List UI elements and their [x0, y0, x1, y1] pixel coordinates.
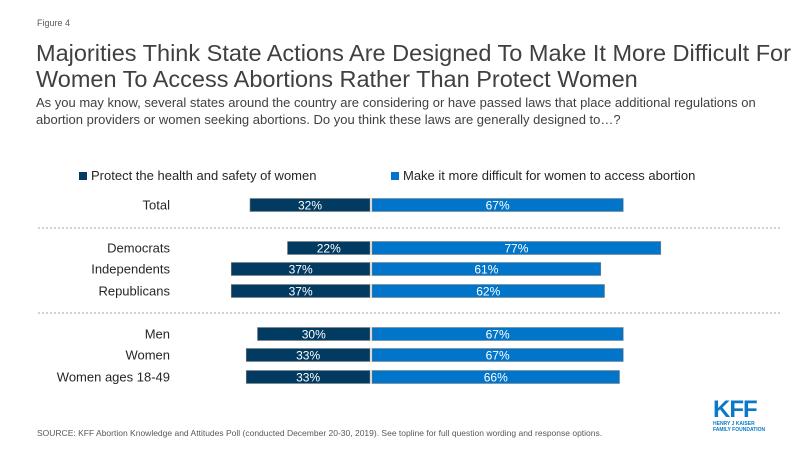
- data-label: 30%: [302, 328, 326, 342]
- data-label: 37%: [289, 285, 313, 299]
- bar-protect: [245, 370, 371, 384]
- data-label: 66%: [484, 371, 508, 385]
- bar-protect: [230, 262, 371, 276]
- bar-difficult: [371, 198, 624, 212]
- category-label: Women: [125, 348, 170, 363]
- legend-item-difficult: Make it more difficult for women to acce…: [391, 168, 695, 183]
- bar-difficult: [371, 327, 624, 341]
- legend-item-protect: Protect the health and safety of women: [79, 168, 316, 183]
- bar-protect: [249, 198, 371, 212]
- bar-protect: [230, 284, 371, 298]
- legend-swatch-difficult: [391, 171, 399, 180]
- data-label: 33%: [296, 371, 320, 385]
- bar-protect: [287, 241, 371, 255]
- legend-swatch-protect: [79, 171, 87, 180]
- legend-label-difficult: Make it more difficult for women to acce…: [403, 168, 696, 183]
- category-label: Men: [145, 327, 170, 342]
- data-label: 33%: [296, 349, 320, 363]
- bar-protect: [257, 327, 371, 341]
- logo-line1: HENRY J KAISER: [713, 421, 755, 427]
- category-label: Total: [143, 198, 171, 213]
- data-label: 67%: [486, 328, 510, 342]
- data-label: 62%: [476, 285, 500, 299]
- figure-label: Figure 4: [37, 18, 71, 28]
- logo-text: KFF: [713, 396, 758, 423]
- bar-difficult: [371, 241, 662, 255]
- kff-logo: KFF HENRY J KAISER FAMILY FOUNDATION: [713, 396, 766, 434]
- category-label: Independents: [91, 262, 170, 277]
- bar-difficult: [371, 284, 605, 298]
- logo-line2: FAMILY FOUNDATION: [713, 427, 766, 433]
- data-label: 22%: [317, 242, 341, 256]
- bar-protect: [245, 348, 371, 362]
- bar-difficult: [371, 348, 624, 362]
- data-label: 37%: [289, 263, 313, 277]
- bar-difficult: [371, 262, 602, 276]
- data-label: 61%: [474, 263, 498, 277]
- bar-difficult: [371, 370, 620, 384]
- chart-subtitle: As you may know, several states around t…: [36, 95, 756, 127]
- category-label: Republicans: [98, 284, 170, 299]
- data-label: 67%: [486, 349, 510, 363]
- chart-title: Majorities Think State Actions Are Desig…: [36, 40, 791, 92]
- data-label: 67%: [486, 199, 510, 213]
- legend-label-protect: Protect the health and safety of women: [91, 168, 317, 183]
- category-label: Women ages 18-49: [57, 370, 170, 385]
- data-label: 77%: [504, 242, 528, 256]
- data-label: 32%: [298, 199, 322, 213]
- category-label: Democrats: [107, 241, 170, 256]
- source-note: SOURCE: KFF Abortion Knowledge and Attit…: [37, 428, 603, 438]
